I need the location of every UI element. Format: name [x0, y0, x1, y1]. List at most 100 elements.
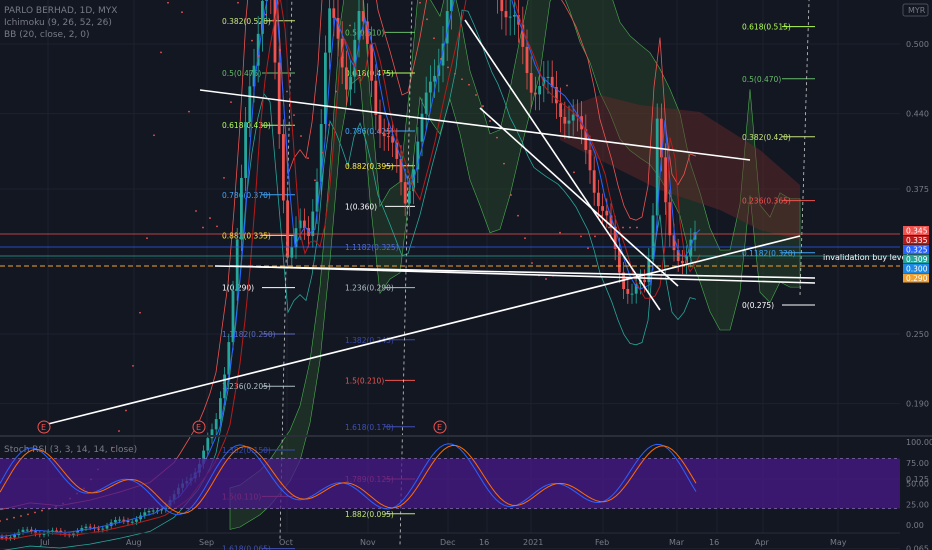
chikou-dot: [34, 511, 36, 514]
chikou-dot: [335, 90, 337, 93]
chikou-dot: [300, 135, 302, 137]
chikou-dot: [342, 56, 344, 59]
chikou-dot: [622, 226, 624, 229]
candle-body: [609, 215, 613, 228]
chikou-dot: [566, 84, 568, 87]
fib-level-label: 1.1182(0.325): [345, 243, 399, 252]
earnings-marker: [433, 420, 447, 434]
candle-body: [391, 136, 394, 143]
candle-body: [508, 16, 512, 18]
candle-body: [450, 0, 453, 12]
candle-body: [135, 519, 138, 522]
candle-body: [101, 528, 105, 530]
candle-body: [668, 202, 672, 236]
fib-level-label: 1.236(0.290): [345, 284, 394, 293]
fib-level-label: 1.1182(0.250): [222, 330, 276, 339]
candle-body: [25, 529, 29, 531]
candle-body: [84, 526, 88, 529]
candle-body: [618, 248, 621, 273]
candle-body: [88, 526, 92, 528]
candle-body: [105, 525, 109, 529]
candle-body: [202, 450, 205, 464]
candle-body: [613, 227, 617, 249]
chikou-dot: [118, 430, 120, 432]
chikou-dot: [545, 278, 547, 280]
candle-body: [80, 528, 84, 531]
stoch-tick-label: 25.00: [906, 500, 929, 509]
x-tick-label: Mar: [669, 538, 685, 547]
candle-body: [521, 24, 525, 47]
chikou-dot: [216, 225, 218, 228]
candle-body: [240, 177, 243, 240]
stoch-d-line: [0, 445, 697, 514]
candle-body: [273, 0, 277, 63]
chikou-dot: [244, 18, 246, 21]
y-tick-label: 0.440: [906, 110, 929, 119]
candle-body: [290, 247, 294, 258]
chikou-dot: [6, 518, 8, 521]
candle-body: [277, 62, 281, 135]
candle-body: [97, 528, 100, 530]
kumo-cloud-bearish: [560, 95, 800, 240]
candle-body: [538, 85, 541, 95]
y-tick-label: 0.250: [906, 330, 929, 339]
y-tick-label: 0.375: [906, 185, 929, 194]
x-tick-label: Nov: [360, 538, 376, 547]
chikou-dot: [349, 24, 351, 27]
price-tag: [903, 235, 929, 245]
legend-bb: BB (20, close, 2, 0): [4, 30, 89, 40]
price-tag-label: 0.300: [906, 265, 928, 274]
earnings-marker: [192, 420, 206, 434]
chikou-dot: [41, 509, 43, 512]
stoch-tick-label: 100.00: [906, 438, 932, 447]
x-tick-label: Feb: [595, 538, 609, 547]
candle-body: [685, 256, 688, 264]
chikou-dot: [489, 120, 491, 122]
earnings-marker-label: E: [41, 423, 46, 432]
candle-body: [21, 529, 25, 532]
trendline: [479, 107, 679, 287]
fib-trend-connector: [399, 0, 413, 545]
chikou-dot: [454, 72, 456, 75]
candle-body: [349, 76, 352, 90]
y-tick-label: 0.190: [906, 400, 929, 409]
candle-body: [529, 73, 533, 93]
candle-body: [311, 211, 315, 237]
candle-body: [151, 510, 155, 512]
chikou-dot: [195, 210, 197, 212]
chikou-dot: [461, 78, 463, 81]
candle-body: [252, 65, 256, 87]
candle-body: [588, 149, 592, 171]
candle-body: [210, 429, 214, 439]
candle-body: [147, 511, 151, 513]
candle-body: [374, 80, 378, 115]
fib-level-label: 1(0.360): [345, 202, 377, 211]
stoch-tick-label: 50.00: [906, 480, 929, 489]
stoch-tick-label: 0.00: [906, 521, 924, 530]
fib-level-label: 1.882(0.095): [345, 510, 394, 519]
fib-level-label: 0.882(0.395): [345, 162, 394, 171]
chikou-dot: [181, 11, 183, 14]
candle-body: [76, 530, 79, 534]
candle-body: [122, 519, 126, 521]
chikou-dot: [160, 51, 162, 54]
chikou-dot: [440, 58, 442, 60]
candle-body: [597, 192, 600, 207]
candle-body: [130, 521, 134, 523]
fib-level-label: 0.382(0.420): [742, 133, 791, 142]
chikou-dot: [629, 226, 631, 229]
price-tag-label: 0.345: [906, 227, 928, 236]
candle-body: [693, 232, 697, 240]
chikou-dot: [608, 226, 610, 229]
chikou-dot: [146, 237, 148, 240]
chikou-dot: [20, 515, 22, 517]
chikou-dot: [272, 19, 274, 22]
currency-badge[interactable]: [902, 3, 929, 17]
candle-body: [328, 8, 331, 53]
candle-body: [655, 118, 659, 216]
candle-body: [235, 239, 239, 291]
fib-level-label: 0.5(0.470): [742, 75, 781, 84]
x-tick-label: Sep: [199, 538, 214, 547]
